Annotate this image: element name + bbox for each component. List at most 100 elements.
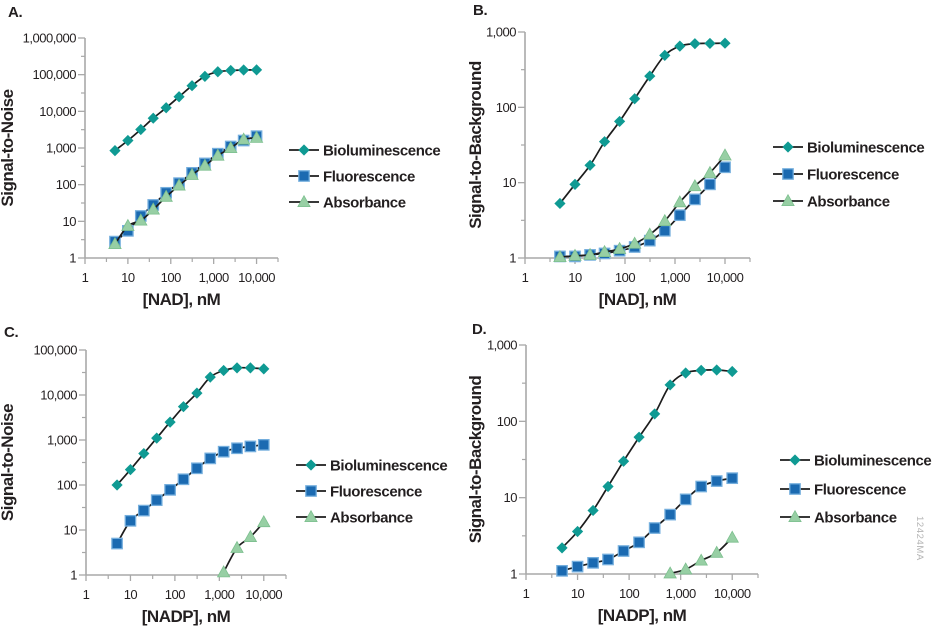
marker-triangle-absorbance <box>678 562 693 575</box>
marker-square-fluorescence <box>556 564 568 577</box>
marker-triangle-absorbance <box>627 236 642 249</box>
marker-diamond-bioluminescence <box>244 362 256 374</box>
x-tick-label: 1 <box>82 270 89 285</box>
y-axis-title: Signal-to-Noise <box>0 404 17 521</box>
x-tick-label: 10 <box>124 587 138 602</box>
marker-square-fluorescence <box>617 545 630 557</box>
marker-square-fluorescence <box>658 224 671 237</box>
marker-square-fluorescence <box>217 445 230 458</box>
marker-diamond-bioluminescence <box>305 459 317 471</box>
marker-diamond-bioluminescence <box>298 144 310 156</box>
marker-diamond-bioluminescence <box>617 455 630 467</box>
x-axis-title: [NAD], nM <box>599 290 677 309</box>
marker-diamond-bioluminescence <box>782 141 794 153</box>
y-tick-label: 1,000 <box>47 433 77 448</box>
marker-square-fluorescence <box>602 553 614 566</box>
marker-diamond-bioluminescence <box>598 136 611 148</box>
marker-triangle-absorbance <box>663 566 677 579</box>
marker-square-fluorescence <box>204 452 217 465</box>
x-tick-label: 10 <box>121 270 135 285</box>
marker-diamond-bioluminescence <box>674 40 686 52</box>
marker-square-fluorescence <box>673 209 686 222</box>
marker-square-fluorescence <box>726 472 739 485</box>
x-tick-label: 10,000 <box>245 587 282 602</box>
marker-triangle-absorbance <box>781 193 795 207</box>
x-tick-label: 100 <box>165 587 185 602</box>
y-tick-label: 1 <box>510 567 517 582</box>
x-tick-label: 1,000 <box>666 586 696 601</box>
marker-square-fluorescence <box>191 462 203 475</box>
legend-label-fluorescence: Fluorescence <box>323 169 415 186</box>
legend-label-bioluminescence: Bioluminescence <box>330 458 447 475</box>
marker-diamond-bioluminescence <box>160 102 172 114</box>
y-tick-label: 10,000 <box>40 388 77 403</box>
x-tick-label: 1 <box>523 586 530 601</box>
marker-triangle-absorbance <box>185 167 199 180</box>
series-line-bioluminescence <box>116 366 264 486</box>
marker-triangle-absorbance <box>658 213 672 226</box>
marker-triangle-absorbance <box>788 509 802 523</box>
marker-triangle-absorbance <box>249 130 264 143</box>
marker-diamond-bioluminescence <box>111 479 123 491</box>
x-tick-label: 10 <box>571 586 585 601</box>
marker-diamond-bioluminescence <box>135 123 147 136</box>
marker-triangle-absorbance <box>297 194 311 208</box>
marker-square-fluorescence <box>679 493 692 506</box>
marker-diamond-bioluminescence <box>554 197 566 210</box>
marker-diamond-bioluminescence <box>173 91 185 103</box>
y-tick-label: 100 <box>497 414 517 429</box>
x-tick-label: 1 <box>522 270 529 285</box>
marker-square-fluorescence <box>689 193 701 206</box>
legend-label-fluorescence: Fluorescence <box>814 482 906 499</box>
marker-square-fluorescence <box>664 508 676 521</box>
chart-signal-to-noise-nad: 1 10 100 1,000 10,000 1 10 100 1,000 10,000 100,00… <box>0 31 441 310</box>
marker-square-fluorescence <box>633 536 645 549</box>
marker-diamond-bioluminescence <box>231 362 243 374</box>
marker-square-fluorescence <box>789 483 801 495</box>
marker-triangle-absorbance <box>121 218 135 231</box>
marker-triangle-absorbance <box>642 227 657 240</box>
x-tick-label: 100 <box>161 270 181 285</box>
marker-diamond-bioluminescence <box>649 408 661 420</box>
marker-triangle-absorbance <box>134 213 148 226</box>
marker-diamond-bioluminescence <box>147 112 159 124</box>
panel-a: A. 1 10 100 1,000 10,000 1 10 100 1,000 10,000 100… <box>0 0 469 318</box>
marker-diamond-bioluminescence <box>726 365 738 378</box>
marker-triangle-absorbance <box>108 236 122 250</box>
marker-triangle-absorbance <box>553 249 567 263</box>
marker-diamond-bioluminescence <box>250 64 263 76</box>
panel-a-letter: A. <box>8 4 23 21</box>
marker-triangle-absorbance <box>709 545 724 558</box>
marker-square-fluorescence <box>177 473 190 486</box>
x-tick-label: 1,000 <box>204 587 234 602</box>
marker-triangle-absorbance <box>694 553 708 566</box>
marker-diamond-bioluminescence <box>584 159 596 171</box>
marker-triangle-absorbance <box>673 195 687 208</box>
panel-b-letter: B. <box>473 2 488 19</box>
marker-square-fluorescence <box>704 178 716 191</box>
marker-diamond-bioluminescence <box>695 364 707 376</box>
marker-diamond-bioluminescence <box>218 364 230 377</box>
marker-triangle-absorbance <box>703 165 717 178</box>
marker-triangle-absorbance <box>198 158 212 171</box>
marker-square-fluorescence <box>298 170 310 182</box>
marker-diamond-bioluminescence <box>629 93 641 105</box>
marker-square-fluorescence <box>648 522 661 534</box>
marker-square-fluorescence <box>587 556 599 569</box>
y-tick-label: 1 <box>509 251 516 266</box>
y-axis-title: Signal-to-Background <box>466 61 485 229</box>
x-tick-label: 10,000 <box>714 586 751 601</box>
legend-label-absorbance: Absorbance <box>330 510 413 527</box>
x-tick-label: 1,000 <box>199 270 229 285</box>
marker-diamond-bioluminescence <box>109 144 121 157</box>
panel-b: B. 1 10 100 1,000 10,000 1 10 100 1,000 [NAD], nM… <box>466 0 938 318</box>
marker-square-fluorescence <box>111 537 123 550</box>
x-axis-title: [NADP], nM <box>598 606 687 625</box>
marker-triangle-absorbance <box>236 132 251 145</box>
series-line-bioluminescence <box>561 369 733 549</box>
y-tick-label: 100 <box>56 177 76 192</box>
marker-square-fluorescence <box>257 439 270 451</box>
series-line-absorbance <box>114 136 257 245</box>
x-tick-label: 100 <box>615 270 635 285</box>
